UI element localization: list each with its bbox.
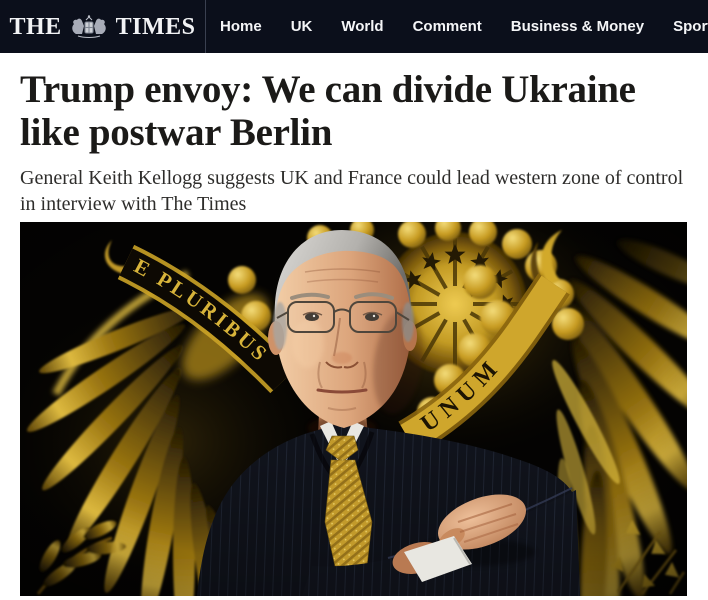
- nav-item-business-money[interactable]: Business & Money: [510, 18, 645, 35]
- shirt-cuff: [404, 535, 472, 582]
- masthead: THE TIMES Home UK World Comment Business…: [0, 0, 708, 53]
- article: Trump envoy: We can divide Ukraine like …: [0, 68, 708, 596]
- article-standfirst: General Keith Kellogg suggests UK and Fr…: [20, 166, 684, 216]
- head: [268, 229, 423, 428]
- tie: [324, 435, 373, 567]
- logo-word-times: TIMES: [115, 13, 196, 40]
- hair: [274, 229, 412, 318]
- nav-item-comment[interactable]: Comment: [412, 18, 482, 35]
- times-crest-icon: [71, 14, 106, 38]
- nav-item-world[interactable]: World: [341, 18, 384, 35]
- shirt-collar: [320, 420, 364, 470]
- glasses: [276, 300, 410, 333]
- times-logo[interactable]: THE TIMES: [0, 0, 206, 53]
- nav-item-home[interactable]: Home: [220, 18, 262, 35]
- nav-item-uk[interactable]: UK: [290, 18, 313, 35]
- logo-word-the: THE: [9, 13, 62, 40]
- article-headline: Trump envoy: We can divide Ukraine like …: [20, 68, 636, 154]
- article-photo: E PLURIBUS UNUM: [20, 221, 687, 596]
- keith-kellogg-figure: [197, 229, 580, 596]
- primary-nav: Home UK World Comment Business & Money S…: [206, 0, 708, 53]
- nav-item-sport[interactable]: Sport: [673, 18, 708, 35]
